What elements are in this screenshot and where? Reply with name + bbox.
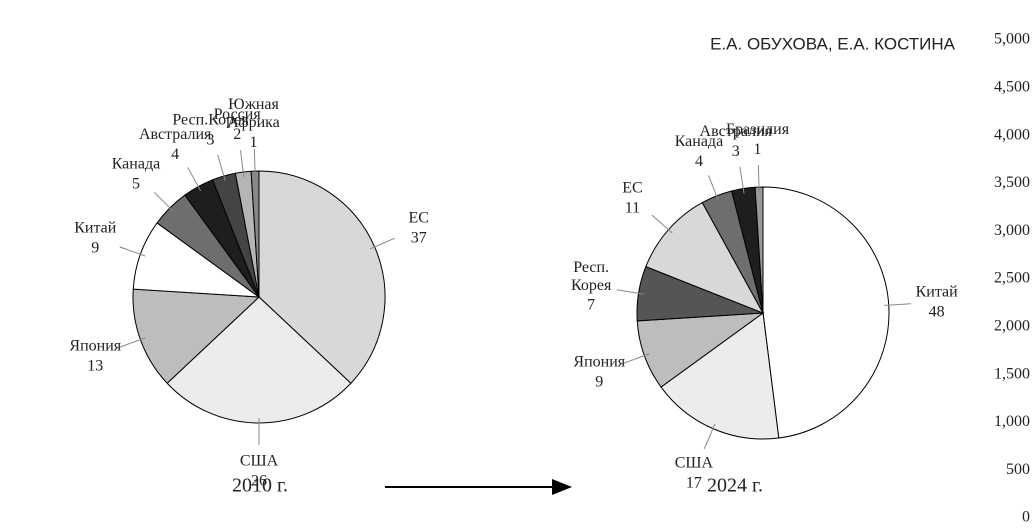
leader-line xyxy=(253,149,256,177)
slice-value: 3 xyxy=(206,132,214,149)
leader-line xyxy=(757,165,760,193)
y-tick-label: 0 xyxy=(1022,509,1030,526)
slice-label: Китай xyxy=(74,220,117,237)
slice-value: 48 xyxy=(929,304,945,321)
leader-line xyxy=(623,353,650,364)
slice-value: 5 xyxy=(132,176,140,193)
slice-value: 11 xyxy=(625,200,640,217)
slice-label: США xyxy=(240,453,279,470)
leader-line xyxy=(217,154,226,181)
y-tick-label: 2,000 xyxy=(994,317,1030,334)
y-tick-label: 1,500 xyxy=(994,365,1030,382)
leader-line xyxy=(703,423,716,450)
y-tick-label: 4,500 xyxy=(994,78,1030,95)
leader-line xyxy=(153,191,174,212)
slice-value: 26 xyxy=(251,473,267,490)
slice-value: 1 xyxy=(250,134,258,151)
y-tick-label: 1,000 xyxy=(994,413,1030,430)
chart-title: 2024 г. xyxy=(707,475,763,497)
slice-value: 3 xyxy=(732,143,740,160)
slice-label: Китай xyxy=(916,284,959,301)
leader-line xyxy=(187,167,202,192)
slice-label: Австралия xyxy=(139,126,212,143)
slice-label: Австралия xyxy=(700,123,773,140)
leader-line xyxy=(616,289,644,295)
slice-label: Респ.Корея xyxy=(571,258,612,293)
leader-line xyxy=(739,166,745,194)
slice-label: Канада xyxy=(112,156,160,173)
slice-label: Япония xyxy=(573,354,625,371)
slice-label: Бразилия xyxy=(726,121,790,138)
leader-line xyxy=(119,246,146,257)
leader-line xyxy=(651,214,673,234)
leader-line xyxy=(369,237,396,250)
y-tick-label: 3,000 xyxy=(994,222,1030,239)
slice-value: 7 xyxy=(587,296,595,313)
slice-label: США xyxy=(675,454,714,471)
y-tick-label: 3,500 xyxy=(994,174,1030,191)
slice-label: Канада xyxy=(675,133,723,150)
y-tick-label: 500 xyxy=(1006,461,1030,478)
slice-value: 37 xyxy=(411,230,427,247)
slice-label: Япония xyxy=(69,338,121,355)
slice-label: ЕС xyxy=(408,210,428,227)
slice-value: 1 xyxy=(754,141,762,158)
slice-label: Южная Африка xyxy=(227,96,280,131)
slice-value: 4 xyxy=(695,153,703,170)
y-tick-label: 5,000 xyxy=(994,31,1030,48)
slice-value: 4 xyxy=(171,146,179,163)
leader-line xyxy=(708,175,719,201)
y-tick-label: 2,500 xyxy=(994,270,1030,287)
pie-slice xyxy=(762,186,890,439)
slice-label: Россия xyxy=(214,106,262,123)
leader-line xyxy=(119,337,146,348)
leader-line xyxy=(239,150,245,178)
chart-title: 2010 г. xyxy=(232,475,288,497)
y-tick-label: 4,000 xyxy=(994,126,1030,143)
slice-label: ЕС xyxy=(622,180,642,197)
slice-value: 9 xyxy=(595,374,603,391)
header: Е.А. ОБУХОВА, Е.А. КОСТИНА xyxy=(710,34,956,53)
slice-value: 9 xyxy=(91,240,99,257)
leader-line xyxy=(883,303,911,306)
slice-value: 13 xyxy=(87,358,103,375)
slice-value: 17 xyxy=(686,474,702,491)
slice-label: Респ.Корея xyxy=(172,112,249,129)
slice-value: 2 xyxy=(233,126,241,143)
